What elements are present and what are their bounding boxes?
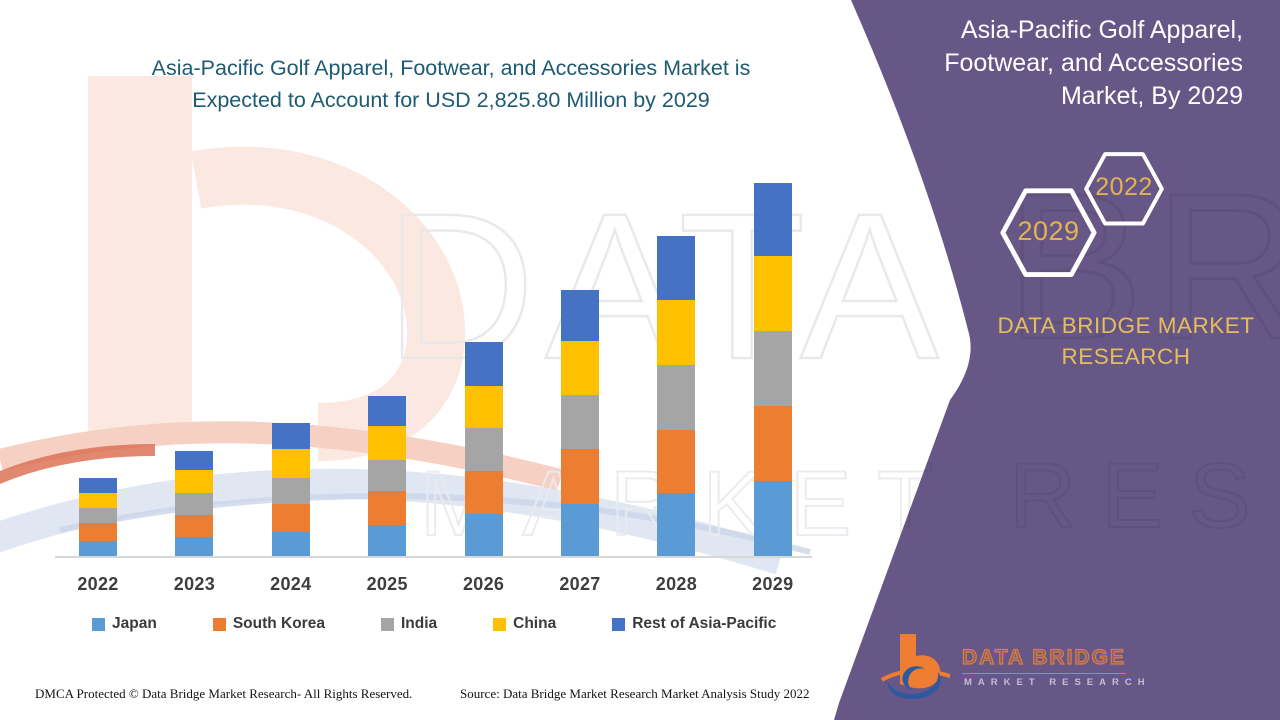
bar-segment-china-2027 [561,341,599,395]
x-axis-label-2024: 2024 [270,574,312,594]
sidebar-title: Asia-Pacific Golf Apparel, Footwear, and… [813,14,1243,113]
legend-swatch-icon [612,617,626,631]
footer-dmca-text: DMCA Protected © Data Bridge Market Rese… [35,686,413,701]
sidebar-title-line1: Asia-Pacific Golf Apparel, [960,16,1243,44]
bar-segment-india-2026 [464,427,503,472]
chart-title: Asia-Pacific Golf Apparel, Footwear, and… [36,52,866,116]
bar-segment-india-2028 [657,364,696,430]
bar-segment-rest-of-asia-pacific-2029 [753,183,792,257]
logo-subtitle-text: MARKET RESEARCH [964,677,1151,688]
hexagon-badge-2022: 2022 [1083,151,1165,226]
legend-item-japan: Japan [92,615,157,633]
x-axis-label-2027: 2027 [559,574,601,594]
bar-2026 [464,342,503,556]
bar-segment-south-korea-2024 [271,504,310,532]
legend-swatch-icon [493,617,507,631]
bar-segment-rest-of-asia-pacific-2023 [175,450,214,471]
chart-title-line1: Asia-Pacific Golf Apparel, Footwear, and… [151,56,751,80]
bar-segment-china-2024 [271,449,310,479]
svg-text:MARKET RESEARCH: MARKET RESEARCH [420,445,1280,547]
bar-segment-rest-of-asia-pacific-2024 [271,422,310,450]
x-axis-label-2028: 2028 [655,574,698,594]
hexagon-badge-2029: 2029 [999,187,1098,277]
hexagon-2029-label: 2029 [1017,216,1080,246]
bar-2028 [657,236,696,556]
stacked-bar-chart: 2022 2023 2024 2025 2026 2027 2028 2029 [55,170,815,594]
x-axis-label-2023: 2023 [173,574,216,594]
bar-2023 [175,450,214,556]
bar-segment-china-2023 [175,470,214,494]
bar-segment-japan-2025 [368,525,407,556]
bar-2022 [79,477,117,556]
bar-segment-japan-2029 [753,481,792,556]
legend-swatch-icon [92,617,105,631]
sidebar-brand-line2: RESEARCH [1061,344,1191,369]
bar-segment-rest-of-asia-pacific-2027 [561,289,599,342]
chart-title-line2: Expected to Account for USD 2,825.80 Mil… [192,88,710,112]
bar-segment-china-2025 [368,426,407,460]
bar-segment-rest-of-asia-pacific-2025 [368,396,407,427]
bar-segment-rest-of-asia-pacific-2028 [657,236,696,300]
x-axis-label-2022: 2022 [77,574,119,594]
legend-item-india: India [380,615,438,633]
bar-segment-south-korea-2022 [79,523,117,542]
bar-segment-south-korea-2026 [464,471,503,514]
sidebar-brand-text: DATA BRIDGE MARKET RESEARCH [995,310,1257,372]
hexagon-outline-icon [1084,152,1164,226]
bar-segment-china-2022 [79,493,117,509]
bar-2029 [753,183,792,556]
bar-segment-rest-of-asia-pacific-2022 [79,477,117,494]
bar-segment-south-korea-2023 [175,514,214,537]
bar-segment-china-2028 [657,299,696,365]
bar-segment-japan-2026 [464,513,503,556]
bar-2024 [271,422,310,556]
sidebar-title-line3: Market, By 2029 [1060,82,1243,110]
legend-label: China [513,615,557,632]
x-axis-label-2025: 2025 [366,574,408,594]
data-bridge-logo: DATA BRIDGE MARKET RESEARCH [878,628,1145,706]
bar-segment-china-2026 [464,386,503,428]
bar-segment-china-2029 [753,256,792,332]
bar-segment-india-2025 [368,459,407,492]
bar-segment-india-2024 [271,478,310,505]
bar-segment-south-korea-2025 [368,491,407,526]
x-axis-label-2029: 2029 [752,574,794,594]
legend-label: Japan [112,615,157,632]
logo-name-text: DATA BRIDGE [961,645,1126,674]
bar-segment-japan-2028 [657,492,696,556]
bar-segment-india-2022 [79,508,117,524]
chart-legend: Japan South Korea India China Rest of Asia-P… [92,615,776,633]
sidebar-title-line2: Footwear, and Accessories [944,49,1243,77]
bar-segment-south-korea-2029 [753,406,792,482]
legend-swatch-icon [380,617,394,631]
sidebar-brand-line1: DATA BRIDGE MARKET [997,313,1255,338]
bar-segment-japan-2024 [271,531,310,556]
bar-segment-japan-2022 [79,541,117,556]
footer-source-text: Source: Data Bridge Market Research Mark… [460,686,810,701]
bar-segment-india-2027 [561,394,599,450]
logo-b-mark-icon [880,634,951,700]
x-axis-label-2026: 2026 [462,574,505,594]
bar-segment-japan-2023 [175,536,214,556]
bar-segment-india-2029 [753,331,792,407]
bar-segment-rest-of-asia-pacific-2026 [464,342,503,387]
legend-swatch-icon [212,617,226,631]
legend-item-china: China [493,615,556,633]
bar-2025 [368,396,407,556]
legend-label: Rest of Asia-Pacific [632,615,777,632]
legend-label: India [400,615,438,632]
x-axis-line [55,556,812,558]
bar-segment-japan-2027 [561,504,599,556]
bar-2027 [561,289,599,556]
bar-segment-south-korea-2028 [657,429,696,493]
bar-segment-south-korea-2027 [561,449,599,505]
legend-item-south-korea: South Korea [212,615,325,633]
legend-label: South Korea [232,615,325,632]
bar-segment-india-2023 [175,493,214,515]
legend-item-rest-of-asia-pacific: Rest of Asia-Pacific [612,615,776,633]
hexagon-2022-label: 2022 [1095,173,1153,201]
hexagon-outline-icon [1000,188,1097,277]
